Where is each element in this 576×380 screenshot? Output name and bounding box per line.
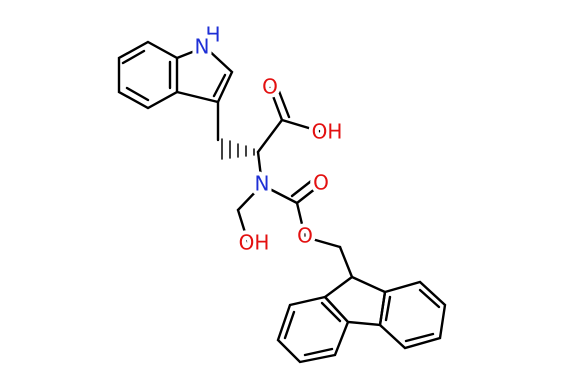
double-bond: [404, 332, 435, 343]
bond: [280, 118, 324, 134]
bond: [338, 245, 354, 279]
atom-label: N: [195, 35, 210, 59]
benzene-ring: [276, 295, 350, 364]
bond: [256, 150, 264, 187]
bond: [295, 201, 307, 239]
bond: [303, 235, 342, 249]
bond: [268, 86, 284, 122]
bond: [295, 183, 322, 205]
atom-label: O: [297, 224, 313, 248]
double-bond: [283, 310, 296, 340]
double-bond: [121, 49, 146, 65]
atom-label: OH: [239, 231, 270, 255]
atom-label: OH: [312, 120, 343, 144]
benzene-ring: [117, 40, 179, 110]
bond: [256, 118, 284, 154]
bond: [236, 183, 264, 212]
atom-labels: H N O OH N O O OH: [191, 19, 347, 259]
double-bond: [320, 301, 342, 323]
bond: [260, 183, 299, 205]
hashed-wedge: [221, 138, 255, 160]
double-bond: [275, 84, 291, 119]
double-bond: [290, 176, 317, 198]
double-bond: [125, 86, 150, 102]
pyrrole-ring: [175, 45, 234, 104]
benzene-ring: [378, 280, 447, 350]
bonds: [117, 40, 447, 364]
atom-label: O: [262, 75, 278, 99]
double-bond: [303, 347, 334, 357]
atom-label: O: [313, 171, 329, 195]
five-ring: [323, 275, 387, 327]
double-bond: [212, 73, 227, 98]
atom-label: H: [205, 23, 220, 47]
double-bond: [384, 295, 392, 322]
atom-label: N: [255, 172, 270, 196]
bond: [236, 208, 250, 244]
double-bond: [418, 288, 441, 309]
